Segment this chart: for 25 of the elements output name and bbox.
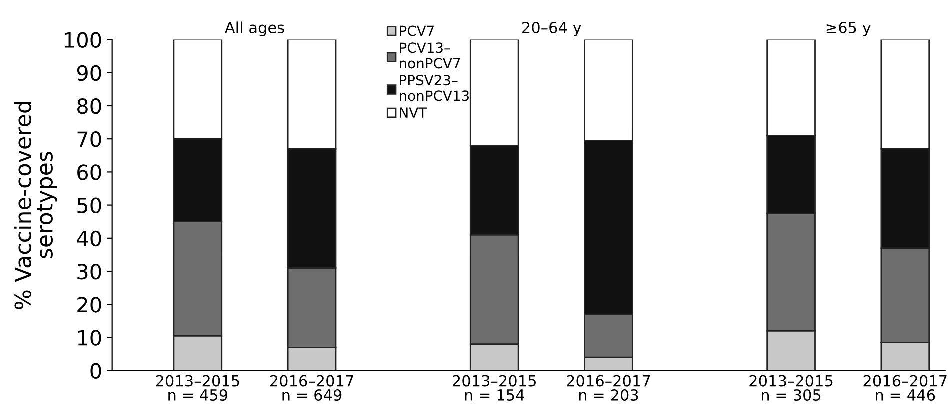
y-tick-label: 30 <box>78 264 102 280</box>
text: All ages <box>224 22 284 36</box>
y-tick-label: 20 <box>78 297 102 313</box>
y-tick-label: 0 <box>90 363 102 380</box>
y-tick-label: 90 <box>77 65 102 82</box>
x-tick-label: 2016–2017 n = 649 <box>270 375 354 402</box>
y-tick-label: 10 <box>78 330 102 346</box>
legend-label: NVT <box>400 108 428 118</box>
y-tick-label: 70 <box>78 132 102 148</box>
x-tick-label: 2013–2015 n = 459 <box>156 375 240 402</box>
y-axis-title: % Vaccine-covered serotypes <box>14 102 58 310</box>
x-tick-label: 2016–2017 n = 203 <box>567 375 650 402</box>
y-tick-label: 100 <box>65 32 102 48</box>
text: ≥65 y <box>826 22 871 36</box>
y-tick-label: 80 <box>78 98 102 114</box>
legend-label: PCV13– nonPCV7 <box>400 42 460 69</box>
text: 20–64 y <box>522 22 582 36</box>
x-tick-label: 2013–2015 n = 154 <box>453 375 536 402</box>
legend-label: PCV7 <box>400 26 434 36</box>
legend-label: PPSV23– nonPCV13 <box>400 75 469 102</box>
x-tick-label: 2016–2017 n = 446 <box>864 375 947 402</box>
y-tick-label: 50 <box>78 198 102 214</box>
y-tick-label: 60 <box>78 164 102 180</box>
x-tick-label: 2013–2015 n = 305 <box>750 375 833 402</box>
y-tick-label: 40 <box>77 230 102 247</box>
